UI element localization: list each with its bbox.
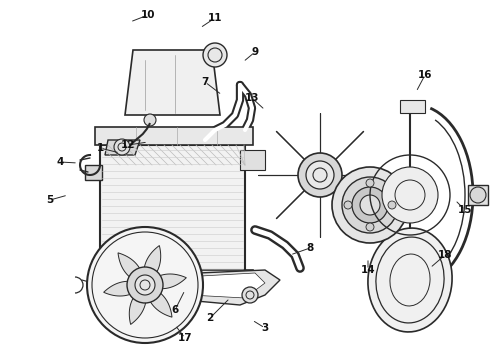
Text: 12: 12 (121, 140, 135, 150)
Circle shape (332, 167, 408, 243)
Text: 10: 10 (141, 10, 155, 20)
Circle shape (366, 223, 374, 231)
Polygon shape (165, 273, 265, 298)
Circle shape (366, 179, 374, 187)
Text: 3: 3 (261, 323, 269, 333)
Polygon shape (118, 253, 145, 285)
Circle shape (342, 177, 398, 233)
Polygon shape (276, 175, 320, 219)
Circle shape (470, 187, 486, 203)
Text: 6: 6 (172, 305, 179, 315)
Ellipse shape (368, 228, 452, 332)
Circle shape (87, 227, 203, 343)
Text: 8: 8 (306, 243, 314, 253)
Circle shape (298, 153, 342, 197)
Polygon shape (320, 131, 364, 175)
Text: 1: 1 (97, 143, 103, 153)
Text: 5: 5 (47, 195, 53, 205)
Circle shape (127, 267, 163, 303)
Circle shape (114, 139, 130, 155)
Circle shape (242, 287, 258, 303)
Polygon shape (400, 277, 425, 290)
Circle shape (135, 275, 155, 295)
Polygon shape (95, 127, 253, 145)
Polygon shape (105, 140, 140, 155)
Text: 7: 7 (201, 77, 209, 87)
Circle shape (203, 43, 227, 67)
Polygon shape (320, 175, 364, 219)
Polygon shape (85, 165, 102, 180)
Text: 14: 14 (361, 265, 375, 275)
Polygon shape (144, 246, 161, 285)
Circle shape (360, 195, 380, 215)
Polygon shape (95, 270, 253, 288)
Circle shape (175, 268, 195, 288)
Polygon shape (468, 185, 488, 205)
Polygon shape (240, 150, 265, 170)
Text: 13: 13 (245, 93, 259, 103)
Text: 15: 15 (458, 205, 472, 215)
Text: 17: 17 (178, 333, 192, 343)
Text: 11: 11 (208, 13, 222, 23)
Text: 9: 9 (251, 47, 259, 57)
Text: 16: 16 (418, 70, 432, 80)
Polygon shape (100, 145, 245, 270)
Circle shape (388, 201, 396, 209)
Text: 18: 18 (438, 250, 452, 260)
Text: 4: 4 (56, 157, 64, 167)
Text: 2: 2 (206, 313, 214, 323)
Circle shape (352, 187, 388, 223)
Circle shape (306, 161, 334, 189)
Polygon shape (400, 100, 425, 113)
Polygon shape (145, 274, 186, 289)
Polygon shape (276, 131, 320, 175)
Polygon shape (145, 285, 172, 317)
Polygon shape (104, 281, 145, 296)
Circle shape (144, 114, 156, 126)
Circle shape (382, 167, 438, 223)
Polygon shape (129, 285, 147, 324)
Polygon shape (125, 50, 220, 115)
Polygon shape (155, 270, 280, 305)
Circle shape (344, 201, 352, 209)
